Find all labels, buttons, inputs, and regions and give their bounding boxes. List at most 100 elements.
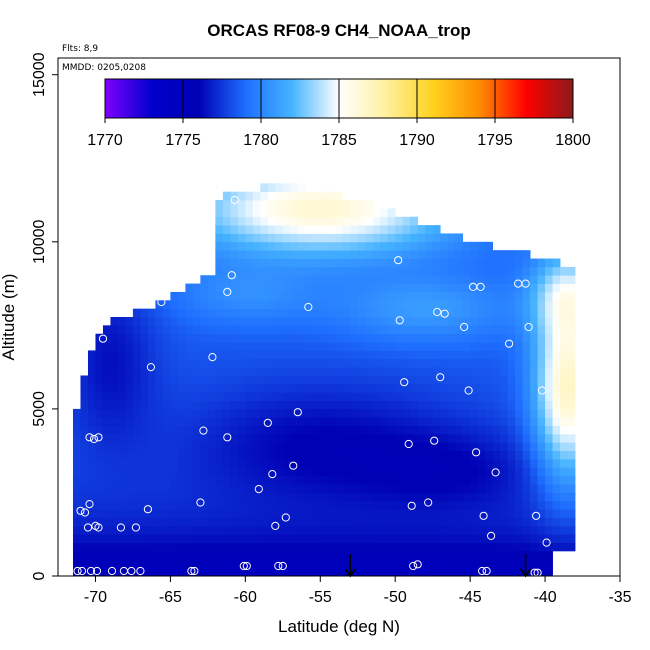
heatmap-cell [380,342,389,351]
heatmap-cell [312,241,321,251]
heatmap-cell [132,417,141,427]
heatmap-cell [305,433,314,443]
heatmap-cell [102,450,111,460]
heatmap-cell [215,383,224,393]
heatmap-cell [245,350,254,360]
heatmap-cell [132,333,141,343]
heatmap-cell [402,484,411,493]
heatmap-cell [545,392,553,401]
heatmap-cell [237,358,246,368]
heatmap-cell [530,467,538,477]
heatmap-cell [87,367,96,376]
heatmap-cell [102,342,111,351]
heatmap-cell [170,425,179,435]
heatmap-cell [357,325,366,335]
heatmap-cell [282,317,291,326]
heatmap-cell [417,333,426,343]
heatmap-cell [447,300,456,310]
heatmap-cell [297,300,306,310]
heatmap-cell [530,325,538,335]
heatmap-cell [395,233,404,243]
heatmap-cell [492,375,501,385]
heatmap-cell [432,317,441,326]
heatmap-cell [177,559,186,569]
heatmap-cell [440,433,449,443]
heatmap-cell [395,525,404,535]
heatmap-cell [485,442,494,452]
heatmap-cell [290,367,299,376]
heatmap-cell [275,459,284,468]
heatmap-cell [297,392,306,401]
heatmap-cell [522,425,531,435]
heatmap-cell [192,550,201,560]
heatmap-cell [492,308,501,318]
heatmap-cell [260,500,269,510]
heatmap-cell [402,225,411,234]
heatmap-cell [297,375,306,385]
sample-point [433,307,442,317]
heatmap-cell [237,475,246,485]
heatmap-cell [417,342,426,351]
heatmap-cell [185,467,194,477]
heatmap-cell [140,467,149,477]
heatmap-cell [140,383,149,393]
heatmap-cell [207,291,216,301]
heatmap-cell [192,392,201,401]
heatmap-cell [560,317,568,326]
heatmap-cell [110,517,119,527]
heatmap-cell [252,367,261,376]
heatmap-cell [485,417,494,427]
heatmap-cell [515,250,523,259]
heatmap-cell [515,500,523,510]
heatmap-cell [395,475,404,485]
heatmap-cell [372,383,381,393]
heatmap-cell [552,308,561,318]
heatmap-cell [222,200,231,209]
heatmap-cell [477,525,486,535]
heatmap-cell [222,450,231,460]
heatmap-cell [192,475,201,485]
heatmap-cell [230,542,239,552]
heatmap-cell [507,534,516,543]
heatmap-cell [282,542,291,552]
heatmap-cell [432,225,441,234]
heatmap-cell [560,525,568,535]
heatmap-cell [162,567,171,576]
heatmap-cell [327,325,336,335]
heatmap-cell [192,358,201,368]
heatmap-cell [87,425,96,435]
heatmap-cell [147,500,156,510]
heatmap-cell [357,250,366,259]
sample-point [146,363,155,372]
heatmap-cell [177,317,186,326]
heatmap-cell [222,459,231,468]
heatmap-cell [297,241,306,251]
heatmap-cell [162,475,171,485]
heatmap-cell [357,500,366,510]
heatmap-cell [102,433,111,443]
heatmap-cell [447,325,456,335]
heatmap-cell [432,484,441,493]
heatmap-cell [335,258,344,268]
heatmap-cell [530,509,538,518]
heatmap-cell [342,467,351,477]
heatmap-cell [402,400,411,410]
heatmap-cell [537,400,546,410]
heatmap-cell [492,550,501,560]
heatmap-cell [140,459,149,468]
heatmap-cell [387,450,396,460]
heatmap-cell [72,534,81,543]
sample-point [271,521,280,531]
heatmap-cell [545,567,553,576]
heatmap-cell [140,308,149,318]
heatmap-cell [492,342,501,351]
heatmap-cell [282,383,291,393]
heatmap-cell [342,542,351,552]
heatmap-cell [282,517,291,527]
heatmap-cell [237,542,246,552]
heatmap-cell [222,408,231,418]
heatmap-cell [507,275,516,284]
heatmap-cell [357,358,366,368]
heatmap-cell [522,300,531,310]
heatmap-cell [327,375,336,385]
